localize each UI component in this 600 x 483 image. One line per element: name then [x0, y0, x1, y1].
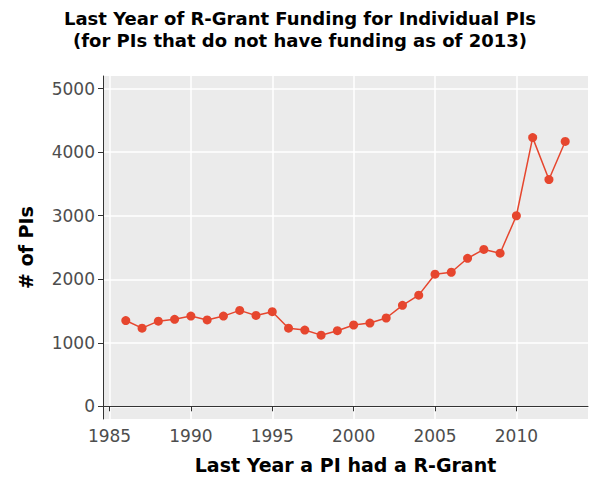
- svg-text:Last Year of R-Grant Funding f: Last Year of R-Grant Funding for Individ…: [64, 8, 536, 29]
- svg-text:5000: 5000: [52, 79, 95, 99]
- svg-text:1990: 1990: [169, 426, 212, 446]
- svg-text:2000: 2000: [332, 426, 375, 446]
- svg-text:1995: 1995: [251, 426, 294, 446]
- svg-text:1000: 1000: [52, 333, 95, 353]
- svg-text:2005: 2005: [413, 426, 456, 446]
- svg-text:Last Year a PI had a R-Grant: Last Year a PI had a R-Grant: [195, 454, 497, 476]
- svg-text:4000: 4000: [52, 142, 95, 162]
- svg-text:2000: 2000: [52, 269, 95, 289]
- svg-text:1985: 1985: [88, 426, 131, 446]
- svg-text:0: 0: [84, 396, 95, 416]
- svg-text:3000: 3000: [52, 206, 95, 226]
- svg-text:(for PIs that do not have fund: (for PIs that do not have funding as of …: [73, 30, 527, 51]
- svg-text:2010: 2010: [495, 426, 538, 446]
- svg-text:# of PIs: # of PIs: [15, 206, 37, 289]
